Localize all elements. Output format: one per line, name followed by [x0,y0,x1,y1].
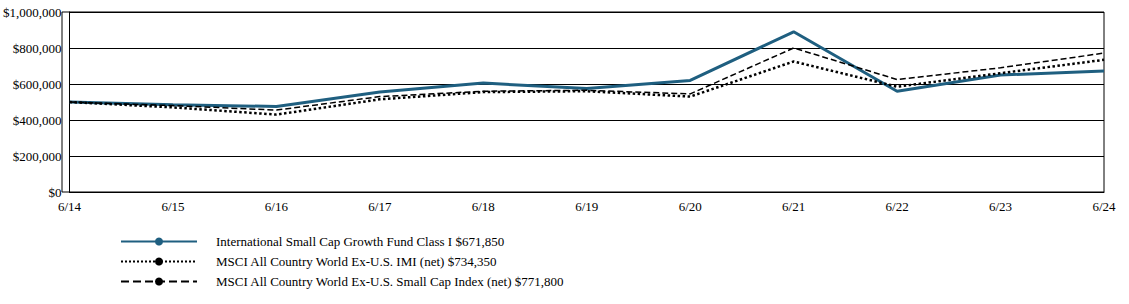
svg-text:6/24: 6/24 [1092,199,1116,214]
svg-text:$400,000: $400,000 [13,113,62,128]
svg-text:$200,000: $200,000 [13,149,62,164]
svg-text:International Small Cap Growth: International Small Cap Growth Fund Clas… [216,234,504,249]
svg-text:MSCI All Country World Ex-U.S.: MSCI All Country World Ex-U.S. IMI (net)… [216,254,496,269]
svg-text:6/23: 6/23 [989,199,1012,214]
svg-text:6/17: 6/17 [368,199,392,214]
svg-text:6/18: 6/18 [472,199,495,214]
svg-text:$0: $0 [49,185,62,200]
svg-text:MSCI All Country World Ex-U.S.: MSCI All Country World Ex-U.S. Small Cap… [216,274,564,289]
svg-text:6/19: 6/19 [575,199,598,214]
svg-text:6/15: 6/15 [161,199,184,214]
svg-text:6/22: 6/22 [886,199,909,214]
svg-text:6/20: 6/20 [679,199,702,214]
svg-text:$800,000: $800,000 [13,41,62,56]
svg-text:6/14: 6/14 [58,199,82,214]
svg-text:$600,000: $600,000 [13,77,62,92]
svg-text:$1,000,000: $1,000,000 [3,5,62,20]
svg-text:6/21: 6/21 [782,199,805,214]
svg-text:6/16: 6/16 [265,199,289,214]
